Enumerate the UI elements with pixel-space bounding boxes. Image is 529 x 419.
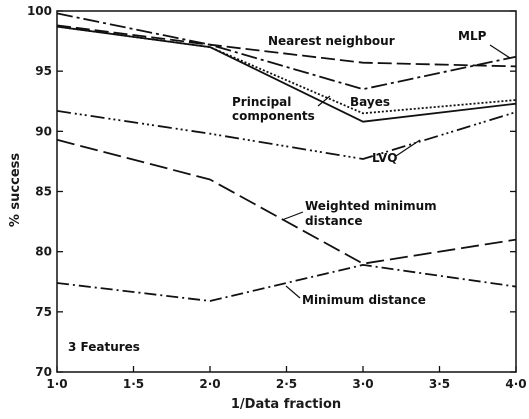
label-weighted-line2: distance [305,214,362,228]
label-principal: Principal [232,95,291,109]
x-tick-label: 4·0 [505,377,526,391]
series-line-weighted-minimum-distance [56,138,517,265]
series-line-mlp [56,12,517,91]
y-tick-label: 95 [35,64,52,78]
label-weighted-minimum-distance: Weighted minimum distance [305,199,441,228]
leader-principal [317,95,331,107]
x-tick-label: 1·5 [123,377,144,391]
x-tick-label: 2·5 [276,377,297,391]
x-tick-label: 1·0 [46,377,67,391]
series-line-lvq [56,110,517,160]
label-bayes: Bayes [350,95,390,109]
leader-weighted [281,211,304,221]
y-tick-label: 75 [35,305,52,319]
label-nearest-neighbour: Nearest neighbour [268,34,395,48]
y-tick-label: 85 [35,185,52,199]
y-tick-label: 70 [35,365,52,379]
series-line-principal-components [56,25,517,123]
y-tick-label: 90 [35,124,52,138]
leader-minimum [285,285,301,299]
annotation-3-features: 3 Features [68,340,140,354]
label-lvq: LVQ [372,151,397,165]
leader-lines [281,44,511,299]
label-components: components [232,109,315,123]
x-tick-label: 2·0 [199,377,220,391]
y-axis-label: % success [8,153,23,228]
leader-mlp [489,44,511,59]
y-tick-label: 100 [27,4,52,18]
series-line-nearest-neighbour [56,24,517,68]
axis-ticks: 1·0 1·5 2·0 2·5 3·0 3·5 4·0 70 75 80 85 90 95 100 [27,4,527,391]
x-tick-label: 3·5 [429,377,450,391]
leader-lvq [395,139,421,157]
series-lines [56,12,517,302]
label-mlp: MLP [458,29,487,43]
label-minimum-distance: Minimum distance [302,293,426,307]
label-principal-components: Principal components [232,95,315,123]
x-axis-label: 1/Data fraction [231,397,341,412]
y-tick-label: 80 [35,245,52,259]
series-line-minimum-distance [56,263,517,302]
x-tick-label: 3·0 [352,377,373,391]
label-weighted-line1: Weighted minimum [305,199,437,213]
